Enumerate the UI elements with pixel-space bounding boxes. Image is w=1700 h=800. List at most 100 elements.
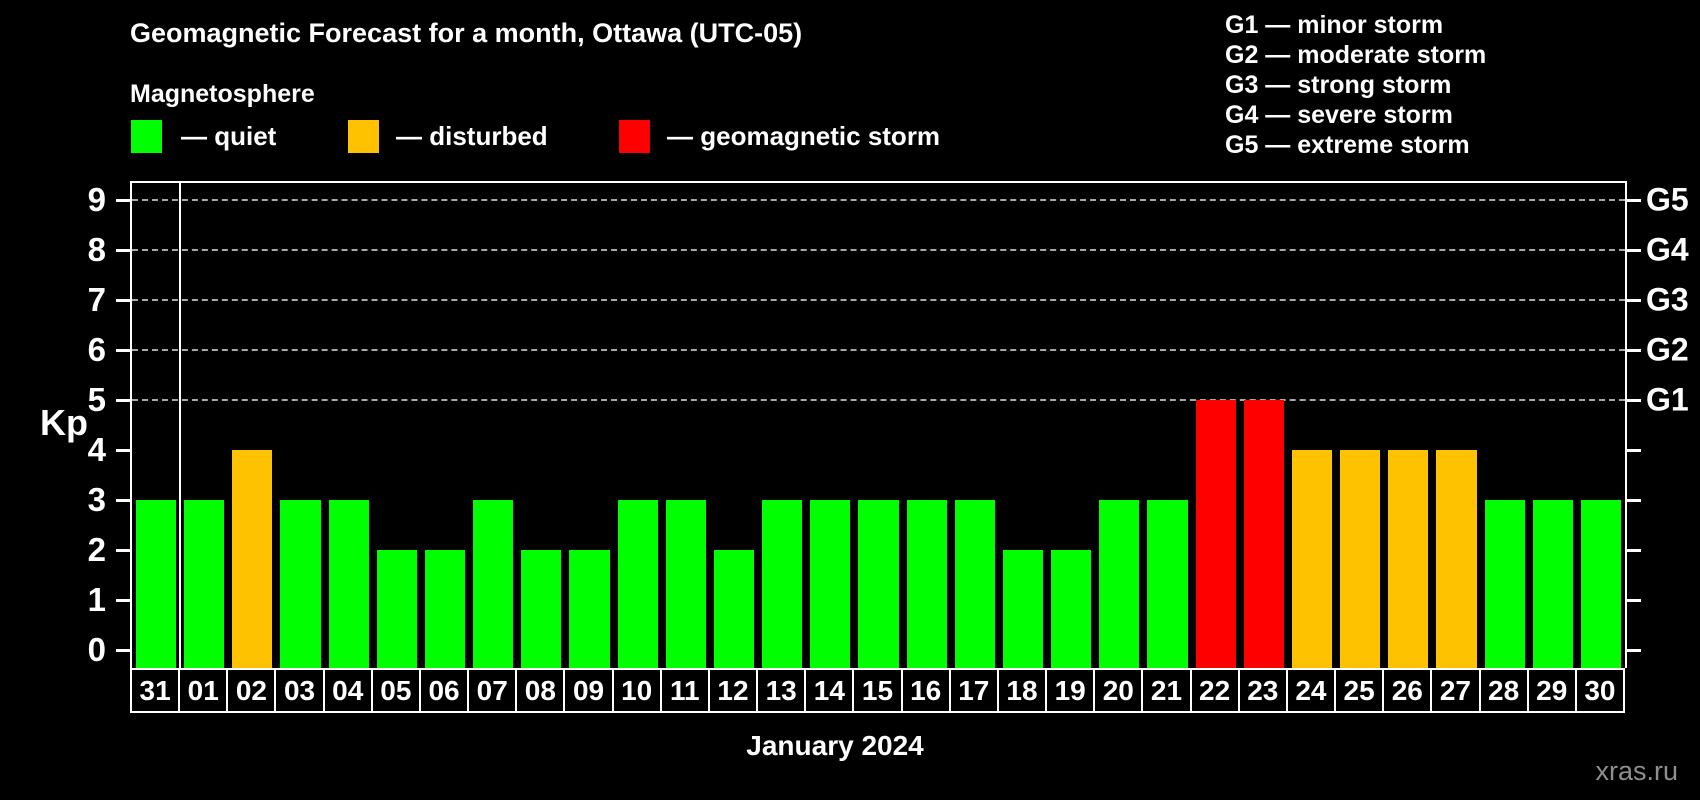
month-separator-line bbox=[179, 183, 182, 668]
y-axis-tick-right bbox=[1627, 198, 1641, 202]
y-axis-tick-label: 9 bbox=[87, 181, 106, 218]
kp-bar-day-23 bbox=[1243, 400, 1284, 668]
kp-bar-day-19 bbox=[1051, 550, 1092, 668]
g-legend-item: G4 — severe storm bbox=[1225, 101, 1453, 129]
kp-bar-day-16 bbox=[906, 500, 947, 668]
y-axis-tick-label: 6 bbox=[87, 331, 106, 368]
day-label-14: 14 bbox=[804, 668, 855, 713]
kp-bar-day-27 bbox=[1436, 450, 1477, 668]
gridline-kp5 bbox=[132, 399, 1625, 401]
y-axis-tick-label: 7 bbox=[87, 281, 106, 318]
legend-label-storm: — geomagnetic storm bbox=[667, 121, 941, 151]
y-axis-tick-right bbox=[1627, 398, 1641, 402]
y-axis-tick-left bbox=[116, 548, 130, 552]
kp-bar-day-08 bbox=[521, 550, 562, 668]
day-label-27: 27 bbox=[1430, 668, 1481, 713]
kp-bar-day-15 bbox=[858, 500, 899, 668]
g-scale-legend: G1 — minor storm G2 — moderate storm G3 — … bbox=[1225, 10, 1486, 160]
day-label-09: 09 bbox=[563, 668, 614, 713]
day-label-24: 24 bbox=[1285, 668, 1337, 713]
kp-bar-day-04 bbox=[328, 500, 369, 668]
y-axis-title: Kp bbox=[40, 402, 88, 443]
y-axis-tick-label: 3 bbox=[87, 481, 106, 518]
y-axis-tick-label: 0 bbox=[87, 631, 106, 668]
day-label-01: 01 bbox=[178, 668, 229, 713]
kp-bar-day-03 bbox=[280, 500, 321, 668]
y-axis-tick-left bbox=[116, 248, 130, 252]
day-label-11: 11 bbox=[659, 668, 710, 713]
kp-bar-day-14 bbox=[810, 500, 851, 668]
y-axis-tick-left bbox=[116, 448, 130, 452]
y-axis-tick-left bbox=[116, 598, 130, 602]
storm-color-swatch bbox=[619, 120, 650, 153]
day-label-04: 04 bbox=[322, 668, 373, 713]
day-label-08: 08 bbox=[515, 668, 566, 713]
day-label-12: 12 bbox=[707, 668, 759, 713]
day-label-28: 28 bbox=[1478, 668, 1529, 713]
disturbed-color-swatch bbox=[348, 120, 379, 153]
g-scale-label-g5: G5 bbox=[1646, 181, 1689, 218]
kp-bar-day-20 bbox=[1099, 500, 1140, 668]
y-axis-tick-label: 8 bbox=[87, 231, 106, 268]
y-axis-tick-left bbox=[116, 498, 130, 502]
kp-bar-day-28 bbox=[1484, 500, 1525, 668]
day-label-07: 07 bbox=[467, 668, 518, 713]
day-label-31: 31 bbox=[130, 668, 181, 713]
kp-bar-day-21 bbox=[1147, 500, 1188, 668]
kp-bar-day-13 bbox=[762, 500, 803, 668]
gridline-kp8 bbox=[132, 249, 1625, 251]
quiet-color-swatch bbox=[131, 120, 162, 153]
kp-bar-day-25 bbox=[1340, 450, 1381, 668]
day-label-23: 23 bbox=[1237, 668, 1288, 713]
y-axis-tick-left bbox=[116, 398, 130, 402]
day-label-25: 25 bbox=[1334, 668, 1385, 713]
chart-subtitle: Magnetosphere bbox=[130, 80, 315, 108]
kp-bar-day-30 bbox=[1580, 500, 1621, 668]
kp-bar-day-22 bbox=[1195, 400, 1236, 668]
day-label-29: 29 bbox=[1526, 668, 1577, 713]
gridline-kp9 bbox=[132, 199, 1625, 201]
legend-label-disturbed: — disturbed bbox=[396, 121, 548, 151]
kp-bar-day-26 bbox=[1388, 450, 1429, 668]
day-label-22: 22 bbox=[1189, 668, 1240, 713]
day-label-03: 03 bbox=[274, 668, 325, 713]
g-legend-item: G2 — moderate storm bbox=[1225, 41, 1487, 69]
kp-bar-day-31 bbox=[136, 500, 177, 668]
day-label-05: 05 bbox=[370, 668, 421, 713]
y-axis-tick-right bbox=[1627, 598, 1641, 602]
kp-bar-day-10 bbox=[617, 500, 658, 668]
day-label-16: 16 bbox=[900, 668, 951, 713]
y-axis-tick-right bbox=[1627, 348, 1641, 352]
y-axis-tick-left bbox=[116, 298, 130, 302]
day-label-20: 20 bbox=[1093, 668, 1144, 713]
kp-bar-day-01 bbox=[184, 500, 225, 668]
y-axis-tick-right bbox=[1627, 648, 1641, 652]
g-legend-item: G3 — strong storm bbox=[1225, 71, 1452, 99]
day-label-18: 18 bbox=[996, 668, 1048, 713]
g-scale-label-g1: G1 bbox=[1646, 381, 1689, 418]
day-label-02: 02 bbox=[226, 668, 277, 713]
kp-bar-day-11 bbox=[665, 500, 706, 668]
y-axis-tick-left bbox=[116, 348, 130, 352]
y-axis-tick-label: 2 bbox=[87, 531, 106, 568]
day-label-21: 21 bbox=[1141, 668, 1192, 713]
kp-bar-day-09 bbox=[569, 550, 610, 668]
kp-bar-day-05 bbox=[376, 550, 417, 668]
y-axis-tick-left bbox=[116, 648, 130, 652]
plot-area: 0 1 2 3 4 5 G1 6 G2 7 G3 8 G4 9 G5 bbox=[88, 181, 1689, 668]
g-scale-label-g4: G4 bbox=[1646, 231, 1689, 268]
page-title: Geomagnetic Forecast for a month, Ottawa… bbox=[130, 18, 803, 48]
y-axis-tick-right bbox=[1627, 448, 1641, 452]
kp-bar-day-24 bbox=[1291, 450, 1333, 668]
kp-bar-day-17 bbox=[954, 500, 995, 668]
day-label-19: 19 bbox=[1045, 668, 1096, 713]
gridline-kp6 bbox=[132, 349, 1625, 351]
y-axis-tick-right bbox=[1627, 248, 1641, 252]
day-label-13: 13 bbox=[756, 668, 807, 713]
g-scale-label-g3: G3 bbox=[1646, 281, 1689, 318]
day-label-26: 26 bbox=[1382, 668, 1433, 713]
y-axis-tick-right bbox=[1627, 298, 1641, 302]
kp-bar-day-07 bbox=[473, 500, 514, 668]
y-axis-tick-label: 5 bbox=[87, 381, 106, 418]
